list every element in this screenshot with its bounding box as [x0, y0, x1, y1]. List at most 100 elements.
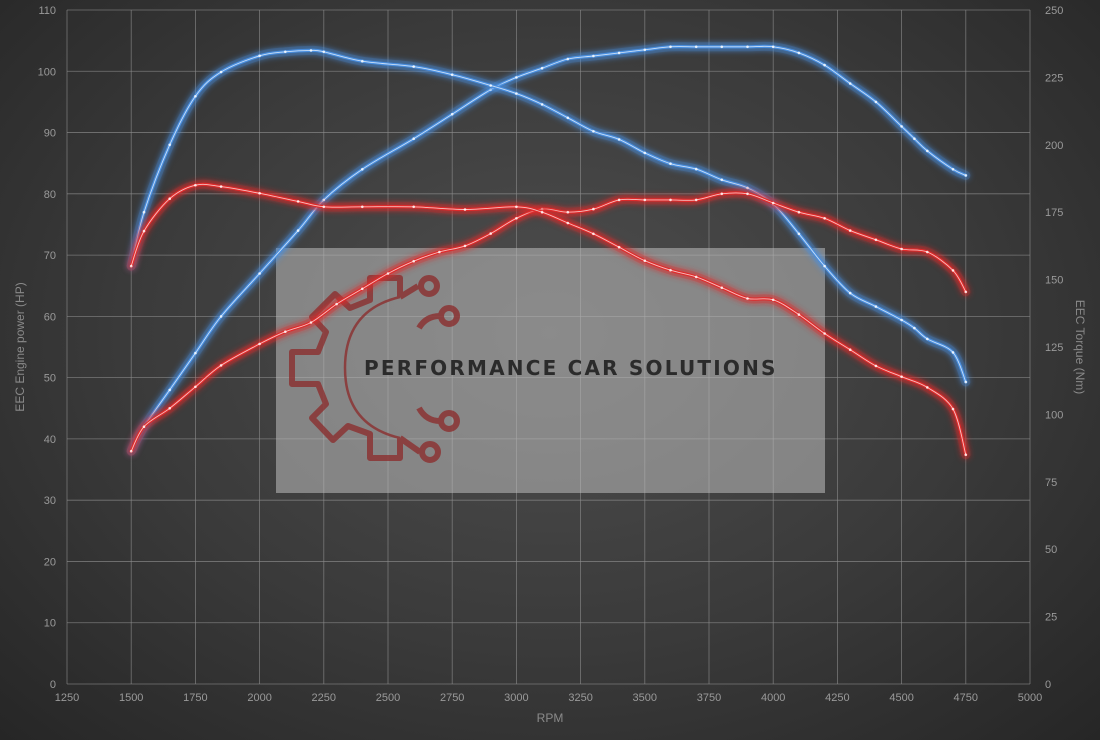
data-point: [771, 45, 775, 49]
data-point: [746, 192, 749, 196]
data-point: [361, 287, 364, 291]
y-left-tick-label: 30: [44, 495, 56, 507]
series-line-highlight: [130, 45, 966, 452]
data-point: [913, 326, 916, 330]
data-point: [964, 174, 968, 177]
data-point: [296, 200, 300, 203]
data-point: [540, 103, 544, 106]
data-point: [142, 229, 146, 233]
data-point: [848, 291, 852, 295]
data-point: [258, 54, 261, 58]
data-point: [296, 229, 300, 232]
data-point: [746, 186, 749, 190]
y-right-tick-label: 150: [1045, 275, 1063, 287]
data-point: [219, 315, 223, 318]
data-point: [643, 48, 647, 52]
y-axis-left-label: EEC Engine power (HP): [13, 282, 27, 411]
y-right-tick-label: 175: [1045, 207, 1063, 219]
data-point: [129, 449, 133, 453]
watermark: PERFORMANCE CAR SOLUTIONS: [276, 248, 825, 493]
data-point: [592, 130, 595, 133]
data-point: [900, 375, 903, 379]
data-point: [361, 59, 364, 63]
data-point: [823, 63, 826, 67]
x-tick-label: 4500: [889, 692, 913, 704]
data-point: [258, 192, 261, 195]
data-point: [463, 244, 467, 248]
x-tick-label: 5000: [1018, 692, 1042, 704]
data-point: [335, 302, 338, 306]
y-left-tick-label: 110: [38, 5, 56, 17]
data-point: [309, 49, 313, 52]
y-left-tick-label: 50: [44, 373, 56, 385]
x-tick-label: 3250: [568, 692, 592, 704]
data-point: [964, 380, 968, 384]
data-point: [964, 453, 968, 457]
data-point: [386, 272, 390, 275]
data-point: [900, 247, 903, 251]
tick-labels: 1250 1500 1750 2000 2250 2500 2750 3000 3250 3500…: [38, 5, 1064, 704]
data-point: [515, 217, 518, 220]
data-point: [284, 330, 287, 334]
y-left-tick-label: 10: [44, 618, 56, 630]
y-right-tick-label: 50: [1045, 544, 1057, 556]
data-point: [592, 232, 595, 236]
x-tick-label: 1250: [55, 692, 79, 704]
data-point: [643, 259, 647, 263]
data-point: [168, 197, 171, 200]
data-point: [643, 151, 647, 155]
data-point: [566, 116, 570, 120]
y-left-tick-label: 100: [38, 66, 56, 78]
series-1-right: [126, 45, 971, 387]
data-point: [515, 76, 518, 79]
data-point: [194, 183, 197, 187]
x-tick-label: 2500: [376, 692, 400, 704]
data-point: [669, 198, 672, 202]
data-point: [848, 229, 852, 232]
data-point: [194, 385, 197, 389]
data-point: [617, 198, 621, 202]
series-layer: [126, 41, 971, 460]
data-point: [874, 100, 878, 104]
data-point: [309, 321, 313, 324]
data-point: [797, 313, 801, 316]
data-point: [194, 351, 197, 355]
data-point: [926, 337, 929, 341]
x-tick-label: 1500: [119, 692, 143, 704]
y-right-tick-label: 250: [1045, 5, 1063, 17]
data-point: [951, 168, 955, 171]
y-axis-right-label: EEC Torque (Nm): [1073, 300, 1087, 394]
watermark-text: PERFORMANCE CAR SOLUTIONS: [364, 356, 778, 380]
data-point: [694, 275, 698, 279]
x-tick-label: 3000: [504, 692, 528, 704]
y-right-tick-label: 200: [1045, 140, 1063, 152]
series-line-highlight: [130, 183, 967, 455]
data-point: [592, 54, 595, 58]
x-tick-label: 4750: [954, 692, 978, 704]
series-3-right: [126, 179, 971, 460]
x-tick-label: 2000: [247, 692, 271, 704]
data-point: [566, 57, 570, 61]
data-point: [592, 207, 595, 211]
data-point: [874, 238, 878, 242]
data-point: [694, 167, 698, 171]
y-left-tick-label: 70: [44, 250, 56, 262]
data-point: [669, 45, 672, 49]
y-left-tick-label: 20: [44, 556, 56, 568]
data-point: [322, 198, 326, 202]
data-point: [874, 305, 878, 308]
data-point: [848, 348, 852, 352]
data-point: [258, 272, 261, 275]
data-point: [823, 217, 826, 220]
x-tick-label: 3500: [633, 692, 657, 704]
data-point: [694, 198, 698, 202]
data-point: [450, 73, 454, 76]
data-point: [566, 221, 570, 225]
data-point: [617, 51, 621, 55]
x-tick-label: 1750: [183, 692, 207, 704]
data-point: [823, 264, 826, 268]
y-left-tick-label: 60: [44, 311, 56, 323]
data-point: [219, 185, 223, 188]
data-point: [720, 286, 724, 290]
data-point: [848, 82, 852, 85]
